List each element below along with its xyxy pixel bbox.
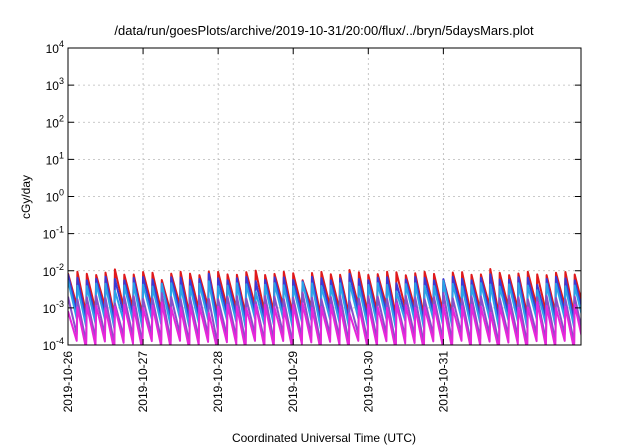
y-tick-label: 103 bbox=[46, 76, 64, 93]
series-line-5 bbox=[68, 301, 581, 345]
y-tick-label: 10-3 bbox=[43, 299, 64, 316]
x-axis-label: Coordinated Universal Time (UTC) bbox=[232, 431, 416, 445]
chart-title: /data/run/goesPlots/archive/2019-10-31/2… bbox=[114, 23, 534, 38]
x-tick-label: 2019-10-31 bbox=[436, 351, 450, 413]
y-tick-label: 104 bbox=[46, 39, 64, 56]
x-tick-label: 2019-10-29 bbox=[286, 351, 300, 413]
y-tick-label: 10-2 bbox=[43, 262, 64, 279]
series-layer bbox=[68, 268, 581, 345]
y-tick-label: 100 bbox=[46, 188, 64, 205]
y-axis-label: cGy/day bbox=[19, 175, 33, 219]
grid-lines bbox=[68, 48, 581, 345]
x-tick-label: 2019-10-27 bbox=[136, 351, 150, 413]
y-tick-label: 101 bbox=[46, 150, 64, 167]
y-axis: 10-4 10-3 10-2 10-1 100 101 102 103 104 bbox=[43, 39, 581, 353]
y-tick-label: 102 bbox=[46, 113, 64, 130]
x-tick-label: 2019-10-30 bbox=[361, 351, 375, 413]
x-tick-label: 2019-10-26 bbox=[61, 351, 75, 413]
y-tick-label: 10-4 bbox=[43, 336, 64, 353]
x-tick-label: 2019-10-28 bbox=[211, 351, 225, 413]
x-axis: 2019-10-26 2019-10-27 2019-10-28 2019-10-29… bbox=[61, 48, 450, 412]
y-tick-label: 10-1 bbox=[43, 225, 64, 242]
